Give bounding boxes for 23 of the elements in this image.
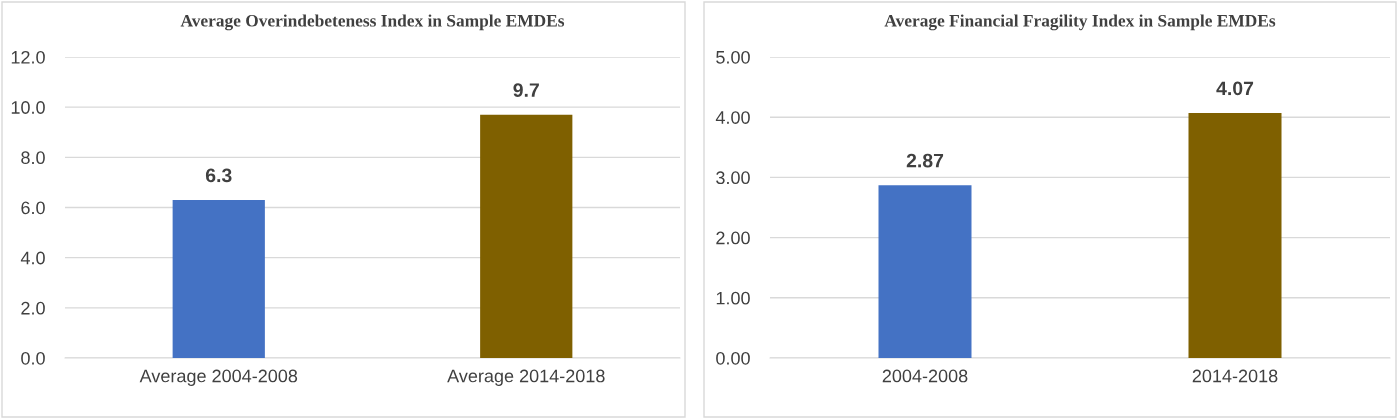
- y-tick-label: 0.0: [21, 351, 45, 365]
- data-label: 6.3: [205, 168, 232, 183]
- y-tick-label: 4.00: [715, 111, 750, 124]
- y-tick-label: 2.00: [716, 231, 750, 245]
- data-label: 4.07: [1216, 81, 1254, 96]
- y-tick-label: 3.00: [716, 171, 750, 185]
- chart-title: Average Financial Fragility Index in Sample EMDEs: [884, 14, 1276, 31]
- y-tick-label: 5.00: [716, 50, 750, 64]
- x-tick-label: 2014-2018: [1192, 369, 1278, 383]
- y-tick-label: 4.0: [20, 251, 45, 265]
- x-tick-label: 2004-2008: [882, 369, 968, 383]
- x-tick-label: Average 2004-2008: [139, 369, 298, 386]
- y-tick-label: 0.00: [716, 351, 750, 365]
- y-tick-label: 1.00: [716, 291, 750, 305]
- chart-title: Average Overindebeteness Index in Sample EMDEs: [180, 14, 565, 31]
- x-tick-label: Average 2014-2018: [447, 369, 605, 386]
- data-label: 9.7: [513, 83, 539, 97]
- y-tick-label: 2.0: [21, 301, 45, 315]
- data-label: 2.87: [906, 153, 944, 168]
- y-tick-label: 6.0: [21, 201, 45, 215]
- y-tick-label: 10.0: [11, 101, 45, 114]
- y-tick-label: 12.0: [11, 50, 45, 64]
- y-tick-label: 8.0: [21, 151, 45, 165]
